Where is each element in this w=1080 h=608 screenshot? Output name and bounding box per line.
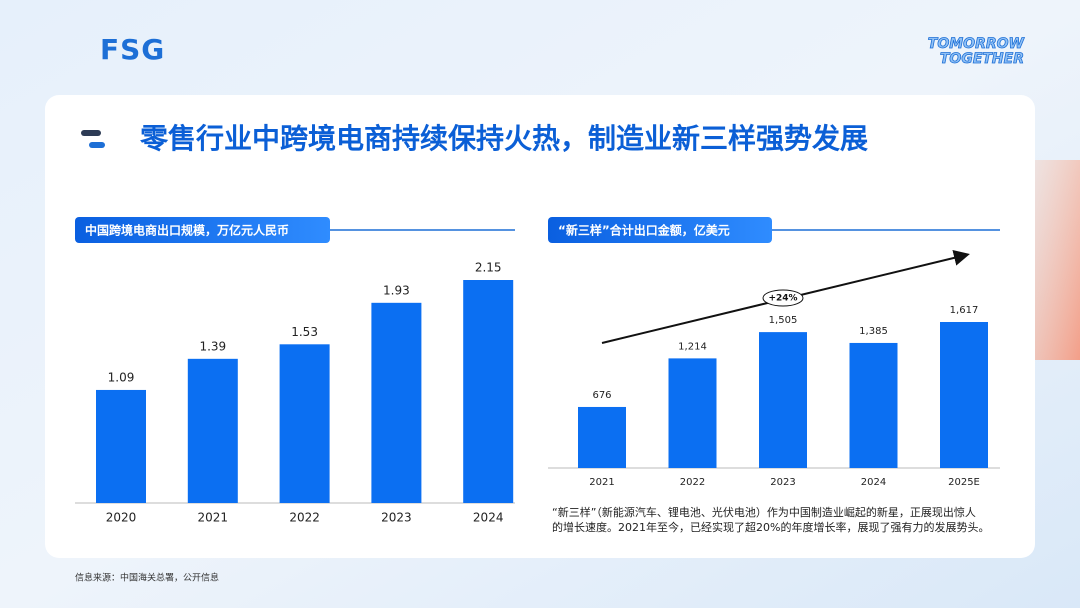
chart-header — [75, 217, 330, 243]
decor — [1030, 160, 1080, 360]
annotation: +24% — [768, 294, 797, 304]
value-label: 1,617 — [950, 305, 979, 316]
logo: FSG — [100, 33, 165, 66]
value-label: 1.09 — [108, 370, 135, 384]
x-tick-label: 2025E — [948, 477, 980, 488]
bar — [187, 358, 238, 503]
bar — [279, 344, 330, 503]
bar — [463, 280, 514, 503]
bar — [96, 389, 146, 503]
bar — [371, 302, 422, 503]
value-label: 1,505 — [769, 315, 798, 326]
value-label: 1,214 — [678, 341, 707, 352]
note: “新三样”（新能源汽车、锂电池、光伏电池）作为中国制造业崛起的新星，正展现出惊人 — [552, 505, 976, 519]
x-tick-label: 2024 — [473, 511, 504, 525]
x-tick-label: 2022 — [680, 477, 705, 488]
x-tick-label: 2023 — [770, 477, 795, 488]
bar — [759, 332, 807, 468]
chart-header — [548, 217, 772, 243]
slide-title: 零售行业中跨境电商持续保持火热，制造业新三样强势发展 — [140, 122, 868, 155]
value-label: 1.39 — [199, 339, 226, 353]
title-icon — [89, 142, 105, 148]
x-tick-label: 2024 — [861, 477, 886, 488]
title-icon — [81, 130, 101, 136]
source: 信息来源：中国海关总署，公开信息 — [75, 572, 219, 584]
value-label: 2.15 — [475, 261, 502, 275]
bar — [668, 358, 717, 468]
x-tick-label: 2023 — [381, 511, 412, 525]
note: 的增长速度。2021年至今，已经实现了超20%的年度增长率，展现了强有力的发展势… — [552, 520, 989, 534]
bar — [940, 322, 988, 468]
bar — [578, 406, 626, 468]
bar — [849, 342, 898, 468]
tagline: TOGETHER — [940, 51, 1024, 67]
x-tick-label: 2021 — [589, 477, 614, 488]
value-label: 1.53 — [291, 325, 318, 339]
chart-title: “新三样”合计出口金额，亿美元 — [558, 223, 730, 238]
annotation-badge — [762, 289, 804, 307]
value-label: 676 — [592, 390, 611, 401]
chart-title: 中国跨境电商出口规模，万亿元人民币 — [85, 223, 289, 238]
value-label: 1,385 — [859, 326, 888, 337]
x-tick-label: 2021 — [198, 511, 229, 525]
x-tick-label: 2022 — [289, 511, 320, 525]
value-label: 1.93 — [383, 283, 410, 297]
tagline: TOMORROW — [928, 36, 1025, 52]
x-tick-label: 2020 — [106, 511, 137, 525]
